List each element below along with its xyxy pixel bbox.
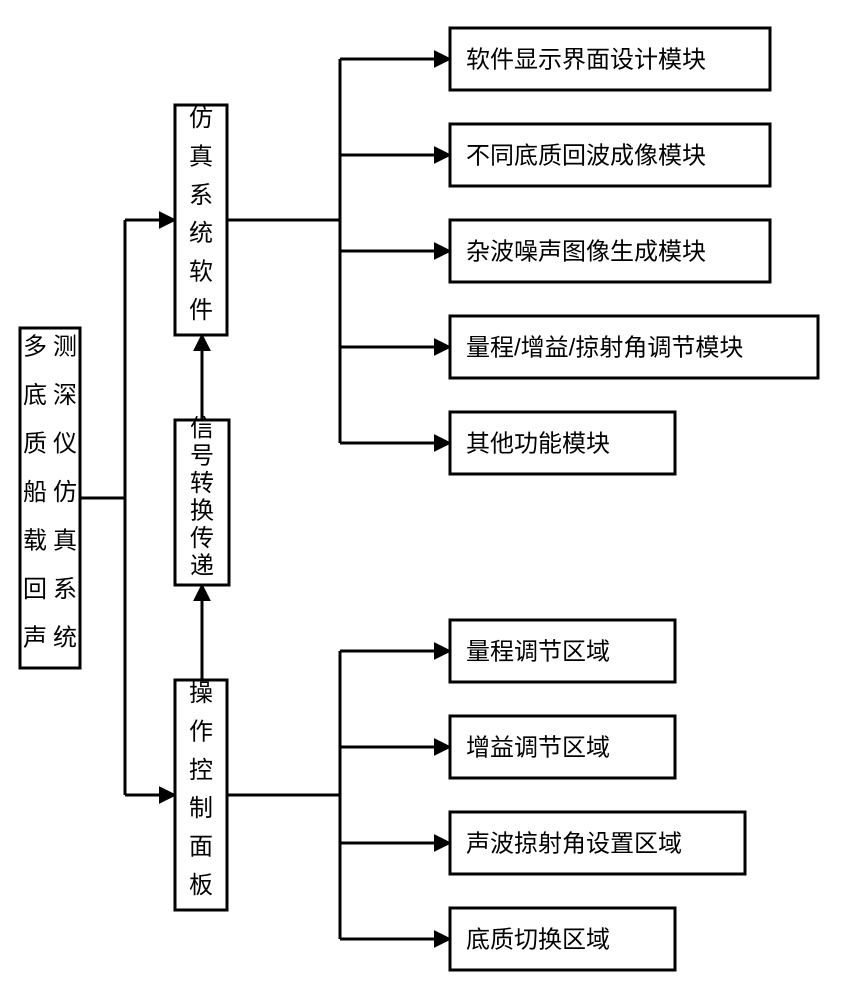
root-node-char: 系 <box>53 576 77 603</box>
bot-leaf-3-label: 底质切换区域 <box>466 926 610 953</box>
root-node-char: 载 <box>23 528 47 555</box>
bot-leaf-2-label: 声波掠射角设置区域 <box>466 830 682 857</box>
root-node-char: 底 <box>23 382 47 409</box>
signal-node-char: 转 <box>190 470 214 497</box>
root-node-char: 深 <box>53 382 77 409</box>
signal-node-char: 递 <box>190 552 214 579</box>
simsoft-node-char: 仿 <box>189 105 213 132</box>
signal-node-char: 信 <box>190 415 214 442</box>
simsoft-node-char: 软 <box>189 259 213 286</box>
root-node-char: 统 <box>53 625 77 652</box>
signal-node-char: 换 <box>190 497 214 524</box>
top-leaf-3-label: 量程/增益/掠射角调节模块 <box>466 334 743 361</box>
panel-node-char: 操 <box>189 680 213 707</box>
top-leaf-2-label: 杂波噪声图像生成模块 <box>466 238 706 265</box>
top-leaf-1-label: 不同底质回波成像模块 <box>466 142 706 169</box>
panel-node-char: 控 <box>189 757 213 784</box>
simsoft-node-char: 统 <box>189 220 213 247</box>
signal-node-char: 传 <box>190 525 214 552</box>
root-node-char: 声 <box>23 625 47 652</box>
root-node-char: 测 <box>53 333 77 360</box>
top-leaf-4-label: 其他功能模块 <box>466 430 610 457</box>
bot-leaf-1-label: 增益调节区域 <box>466 734 610 761</box>
root-node-char: 真 <box>53 528 77 555</box>
root-node-char: 仪 <box>53 430 77 457</box>
panel-node-char: 面 <box>189 834 213 861</box>
root-node-char: 多 <box>23 333 47 360</box>
root-node-char: 仿 <box>53 479 77 506</box>
signal-node-char: 号 <box>190 442 214 469</box>
root-node-char: 质 <box>23 430 47 457</box>
simsoft-node-char: 真 <box>189 144 213 171</box>
simsoft-node-char: 系 <box>189 182 213 209</box>
panel-node-char: 板 <box>189 872 213 899</box>
panel-node-char: 作 <box>189 719 213 746</box>
root-node-char: 回 <box>23 576 47 603</box>
simsoft-node-char: 件 <box>189 297 213 324</box>
root-node-char: 船 <box>23 479 47 506</box>
panel-node-char: 制 <box>189 795 213 822</box>
bot-leaf-0-label: 量程调节区域 <box>466 638 610 665</box>
top-leaf-0-label: 软件显示界面设计模块 <box>466 46 706 73</box>
